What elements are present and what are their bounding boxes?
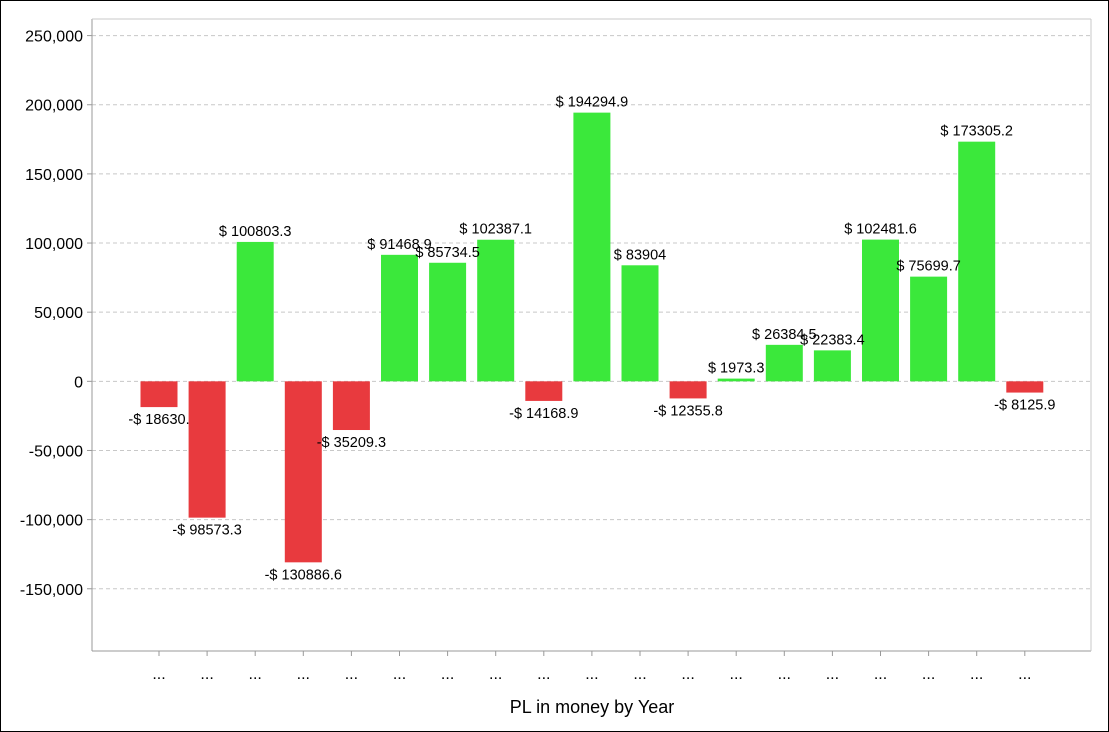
bar (813, 350, 851, 382)
x-tick-label: ... (537, 666, 550, 683)
bar (236, 241, 274, 382)
bar (573, 112, 611, 382)
data-label: -$ 98573.3 (172, 523, 241, 539)
bar (1006, 381, 1044, 393)
x-tick-label: ... (489, 666, 502, 683)
y-tick-label: 50,000 (34, 305, 83, 322)
x-tick-label: ... (297, 666, 310, 683)
x-tick-label: ... (633, 666, 646, 683)
data-labels: -$ 18630. -$ 98573.3 $ 100803.3 -$ 130886.6… (128, 95, 1055, 584)
bar (910, 276, 948, 382)
bar (717, 378, 755, 382)
x-tick-label: ... (922, 666, 935, 683)
bar (525, 381, 563, 401)
data-label: -$ 130886.6 (265, 567, 342, 583)
x-tick-label: ... (393, 666, 406, 683)
bars (140, 112, 1044, 563)
data-label: -$ 8125.9 (994, 398, 1055, 414)
x-tick-label: ... (970, 666, 983, 683)
bar (477, 239, 515, 382)
y-tick-label: -100,000 (20, 513, 83, 530)
bar (765, 344, 803, 382)
data-label: $ 83904 (614, 247, 666, 263)
y-tick-label: 0 (74, 374, 83, 391)
data-label: $ 91468.9 (367, 237, 432, 253)
data-label: $ 102481.6 (844, 222, 917, 238)
y-tick-label: 100,000 (25, 236, 83, 253)
y-tick-label: -150,000 (20, 582, 83, 599)
bar (669, 381, 707, 399)
data-label: $ 173305.2 (940, 124, 1013, 140)
bar (284, 381, 322, 563)
x-tick-label: ... (1018, 666, 1031, 683)
data-label: -$ 14168.9 (509, 406, 578, 422)
x-tick-label: ... (874, 666, 887, 683)
x-tick-label: ... (200, 666, 213, 683)
bar (140, 381, 178, 408)
bar (332, 381, 370, 431)
y-tick-label: 150,000 (25, 167, 83, 184)
bar (958, 141, 996, 382)
data-label: $ 22383.4 (800, 332, 865, 348)
data-label: $ 194294.9 (556, 95, 629, 111)
x-tick-label: ... (152, 666, 165, 683)
bar (862, 239, 899, 382)
data-label: $ 75699.7 (896, 259, 961, 275)
bar (381, 254, 418, 382)
y-tick-label: -50,000 (29, 443, 83, 460)
x-tick-label: ... (730, 666, 743, 683)
x-tick-label: ... (345, 666, 358, 683)
bar (429, 262, 467, 382)
data-label: -$ 35209.3 (317, 435, 386, 451)
bar (188, 381, 226, 518)
x-tick-label: ... (778, 666, 791, 683)
data-label: $ 85734.5 (415, 245, 480, 261)
data-label: $ 100803.3 (219, 224, 292, 240)
y-tick-label: 200,000 (25, 98, 83, 115)
x-tick-label: ... (441, 666, 454, 683)
data-label: -$ 12355.8 (653, 403, 722, 419)
y-tick-label: 250,000 (25, 29, 83, 46)
x-axis-title: PL in money by Year (510, 697, 674, 717)
data-label: $ 102387.1 (459, 222, 532, 238)
axes: 250,000 200,000 150,000 100,000 50,000 0 -50,0… (20, 18, 1092, 683)
data-label: $ 26384.5 (752, 327, 817, 343)
data-label: -$ 18630. (128, 412, 189, 428)
bar (621, 265, 659, 382)
x-tick-label: ... (249, 666, 262, 683)
x-tick-label: ... (681, 666, 694, 683)
x-tick-label: ... (826, 666, 839, 683)
data-label: $ 1973.3 (708, 361, 764, 377)
x-tick-label: ... (585, 666, 598, 683)
